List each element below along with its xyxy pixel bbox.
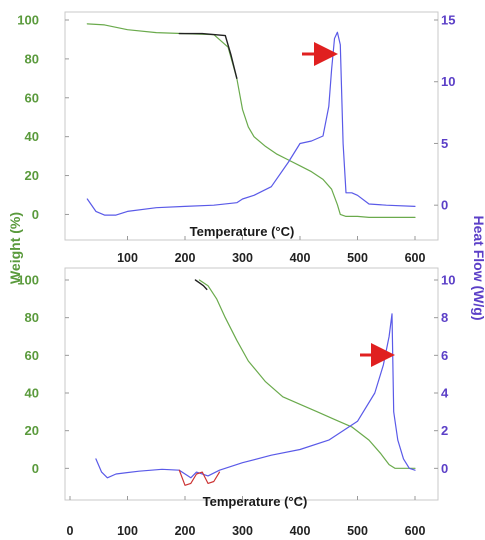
x-tick-label: 600 (405, 251, 426, 265)
left-tick-label: 80 (25, 51, 39, 66)
right-tick-label: 5 (441, 136, 448, 151)
x-tick-label: 600 (405, 524, 426, 538)
left-tick-label: 40 (25, 129, 39, 144)
left-tick-label: 40 (25, 386, 39, 401)
x-tick-label: 200 (175, 524, 196, 538)
x-tick-label: 200 (175, 251, 196, 265)
plot-frame (64, 11, 439, 241)
right-tick-label: 8 (441, 310, 448, 325)
left-tick-label: 0 (32, 461, 39, 476)
x-tick-label: 100 (117, 251, 138, 265)
left-tick-label: 20 (25, 168, 39, 183)
left-tick-label: 0 (32, 207, 39, 222)
left-tick-label: 60 (25, 348, 39, 363)
x-axis-title: Temperature (°C) (190, 224, 295, 239)
series-line-0 (198, 279, 416, 469)
right-tick-label: 15 (441, 13, 455, 28)
series-line-2 (86, 31, 416, 216)
left-tick-label: 80 (25, 310, 39, 325)
x-tick-label: 300 (232, 251, 253, 265)
right-tick-label: 2 (441, 423, 448, 438)
right-tick-label: 0 (441, 198, 448, 213)
series-line-3 (178, 469, 221, 486)
x-tick-label: 100 (117, 524, 138, 538)
right-tick-label: 6 (441, 348, 448, 363)
x-tick-label: 500 (347, 251, 368, 265)
right-tick-label: 10 (441, 74, 455, 89)
right-tick-label: 4 (441, 386, 449, 401)
x-tick-label: 400 (290, 524, 311, 538)
left-tick-label: 100 (17, 13, 39, 28)
plot-frame (64, 267, 439, 501)
right-tick-label: 0 (441, 461, 448, 476)
shared-right-axis-label: Heat Flow (W/g) (471, 216, 485, 321)
x-tick-label: 0 (67, 524, 74, 538)
top-panel: 0 20 40 60 80 100 0 5 10 15 100 200 300 400 500 600 Temp… (17, 11, 455, 265)
x-axis-title: Temperature (°C) (203, 494, 308, 509)
x-tick-label: 300 (232, 524, 253, 538)
left-tick-label: 100 (17, 273, 39, 288)
right-tick-label: 10 (441, 273, 455, 288)
series-line-2 (95, 313, 416, 479)
x-tick-label: 400 (290, 251, 311, 265)
left-tick-label: 20 (25, 423, 39, 438)
series-line-0 (86, 23, 416, 218)
x-tick-label: 500 (347, 524, 368, 538)
left-tick-label: 60 (25, 90, 39, 105)
series-line-1 (194, 279, 208, 291)
series-line-1 (178, 32, 238, 80)
shared-left-axis-label: Weight (%) (7, 212, 23, 284)
